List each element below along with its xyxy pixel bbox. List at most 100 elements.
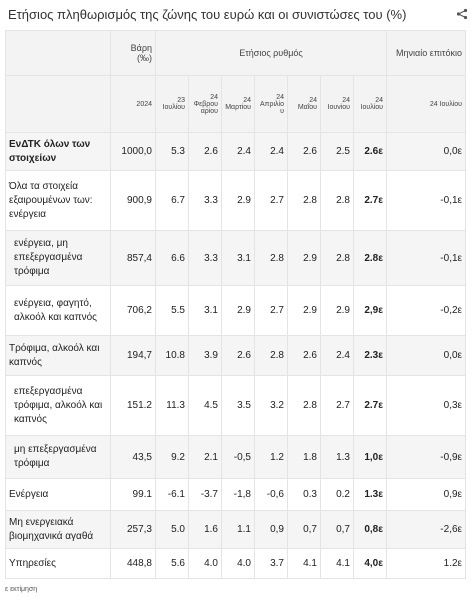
cell-value: 0,7 [287, 510, 321, 549]
cell-value: 1.3 [320, 435, 354, 479]
cell-value: -2,6ε [386, 510, 466, 549]
cell-value: 1.2ε [386, 548, 466, 579]
cell-value: 3.1 [188, 285, 222, 336]
header-cell: Βάρη (‰) [110, 30, 156, 76]
header-cell: Μηνιαίο επιτόκιο [386, 30, 466, 76]
cell-value: -0,9ε [386, 435, 466, 479]
cell-value: 4,0ε [353, 548, 387, 579]
cell-value: 0,8ε [353, 510, 387, 549]
table-row: ενέργεια, μη επεξεργασμένα τρόφιμα 857,4 6… [5, 230, 466, 286]
period-month: Ιουλίου [162, 104, 185, 111]
cell-value: 900,9 [110, 170, 156, 231]
cell-value: 0,3ε [386, 375, 466, 436]
header-cell [5, 75, 111, 133]
cell-value: 2,9ε [353, 285, 387, 336]
cell-value: 4.1 [320, 548, 354, 579]
header-cell: 24 Ιουλίου [386, 75, 466, 133]
cell-value: 2.9 [320, 285, 354, 336]
cell-value: 99.1 [110, 478, 156, 511]
table-row: Τρόφιμα, αλκοόλ και καπνός 194,7 10.8 3.9 2.… [5, 335, 466, 376]
cell-value: 0,9ε [386, 478, 466, 511]
cell-value: 2.3ε [353, 335, 387, 376]
cell-value: 9.2 [155, 435, 189, 479]
cell-value: -0,1ε [386, 170, 466, 231]
cell-value: 5.3 [155, 132, 189, 171]
cell-value: 3.1 [221, 230, 255, 286]
cell-value: 2.6 [221, 335, 255, 376]
period-month: Μαΐου [297, 104, 317, 111]
cell-value: 2.1 [188, 435, 222, 479]
header-cell: 23 Ιουλίου [155, 75, 189, 133]
period-year: 24 [309, 97, 317, 104]
header-cell: 24 Μαρτίου [221, 75, 255, 133]
cell-value: 0.3 [287, 478, 321, 511]
period-month: Μαρτίου [225, 104, 251, 111]
header-row: Βάρη (‰) Ετήσιος ρυθμός Μηνιαίο επιτόκιο [5, 30, 466, 76]
table-row: επεξεργασμένα τρόφιμα, αλκοόλ και καπνός… [5, 375, 466, 436]
cell-value: 4.0 [188, 548, 222, 579]
row-label: Όλα τα στοιχεία εξαιρουμένων των: ενέργε… [5, 170, 111, 231]
cell-value: 5.5 [155, 285, 189, 336]
row-label: Τρόφιμα, αλκοόλ και καπνός [5, 335, 111, 376]
title: Ετήσιος πληθωρισμός της ζώνης του ευρώ κ… [8, 6, 407, 22]
cell-value: 2.8 [320, 170, 354, 231]
cell-value: 1.1 [221, 510, 255, 549]
cell-value: 706,2 [110, 285, 156, 336]
footnote: ε εκτίμηση [5, 586, 38, 593]
cell-value: 257,3 [110, 510, 156, 549]
cell-value: 2.7 [254, 285, 288, 336]
cell-value: 2.8 [254, 230, 288, 286]
cell-value: 2.4 [320, 335, 354, 376]
cell-value: 2.6 [188, 132, 222, 171]
cell-value: -0,6 [254, 478, 288, 511]
period-month: Φεβρουαρίου [193, 100, 218, 115]
cell-value: 3.3 [188, 170, 222, 231]
cell-value: 3.3 [188, 230, 222, 286]
cell-value: 2.8 [287, 170, 321, 231]
cell-value: 857,4 [110, 230, 156, 286]
header-cell: 24 Φεβρουαρίου [188, 75, 222, 133]
cell-value: 2.8ε [353, 230, 387, 286]
cell-value: 4.0 [221, 548, 255, 579]
cell-value: 4.5 [188, 375, 222, 436]
cell-value: 2.5 [320, 132, 354, 171]
cell-value: 2.7ε [353, 170, 387, 231]
table-header: Βάρη (‰) Ετήσιος ρυθμός Μηνιαίο επιτόκιο… [5, 30, 466, 133]
table-row: μη επεξεργασμένα τρόφιμα 43,5 9.2 2.1 -0,5 1.… [5, 435, 466, 479]
cell-value: 1.3ε [353, 478, 387, 511]
cell-value: 0,7 [320, 510, 354, 549]
cell-value: 43,5 [110, 435, 156, 479]
share-icon[interactable] [456, 8, 468, 20]
cell-value: 11.3 [155, 375, 189, 436]
cell-value: 2.6 [287, 132, 321, 171]
cell-value: -0,2ε [386, 285, 466, 336]
table-row: ενέργεια, φαγητό, αλκοόλ και καπνός 706,2… [5, 285, 466, 336]
cell-value: 1.8 [287, 435, 321, 479]
cell-value: 2.7 [320, 375, 354, 436]
cell-value: 2.8 [254, 335, 288, 376]
period-year: 24 [210, 93, 218, 101]
table-row: ΕνΔΤΚ όλων των στοιχείων 1000,0 5.3 2.6 2.4 2… [5, 132, 466, 171]
cell-value: 0,9 [254, 510, 288, 549]
row-label: μη επεξεργασμένα τρόφιμα [5, 435, 111, 479]
cell-value: 3.5 [221, 375, 255, 436]
period-year: 24 [276, 93, 284, 101]
period-month: Απριλίου [260, 100, 284, 115]
cell-value: 3.7 [254, 548, 288, 579]
cell-value: 194,7 [110, 335, 156, 376]
cell-value: 2.9 [287, 285, 321, 336]
row-label: ΕνΔΤΚ όλων των στοιχείων [5, 132, 111, 171]
period-year: 24 [375, 97, 383, 104]
cell-value: -0,1ε [386, 230, 466, 286]
period-year: 23 [177, 97, 185, 104]
cell-value: 448,8 [110, 548, 156, 579]
cell-value: 2.4 [254, 132, 288, 171]
title-bar: Ετήσιος πληθωρισμός της ζώνης του ευρώ κ… [8, 2, 468, 26]
cell-value: -3.7 [188, 478, 222, 511]
cell-value: 1.6 [188, 510, 222, 549]
cell-value: 2.7ε [353, 375, 387, 436]
period-year: 24 [342, 97, 350, 104]
cell-value: 2.7 [254, 170, 288, 231]
cell-value: 2.4 [221, 132, 255, 171]
